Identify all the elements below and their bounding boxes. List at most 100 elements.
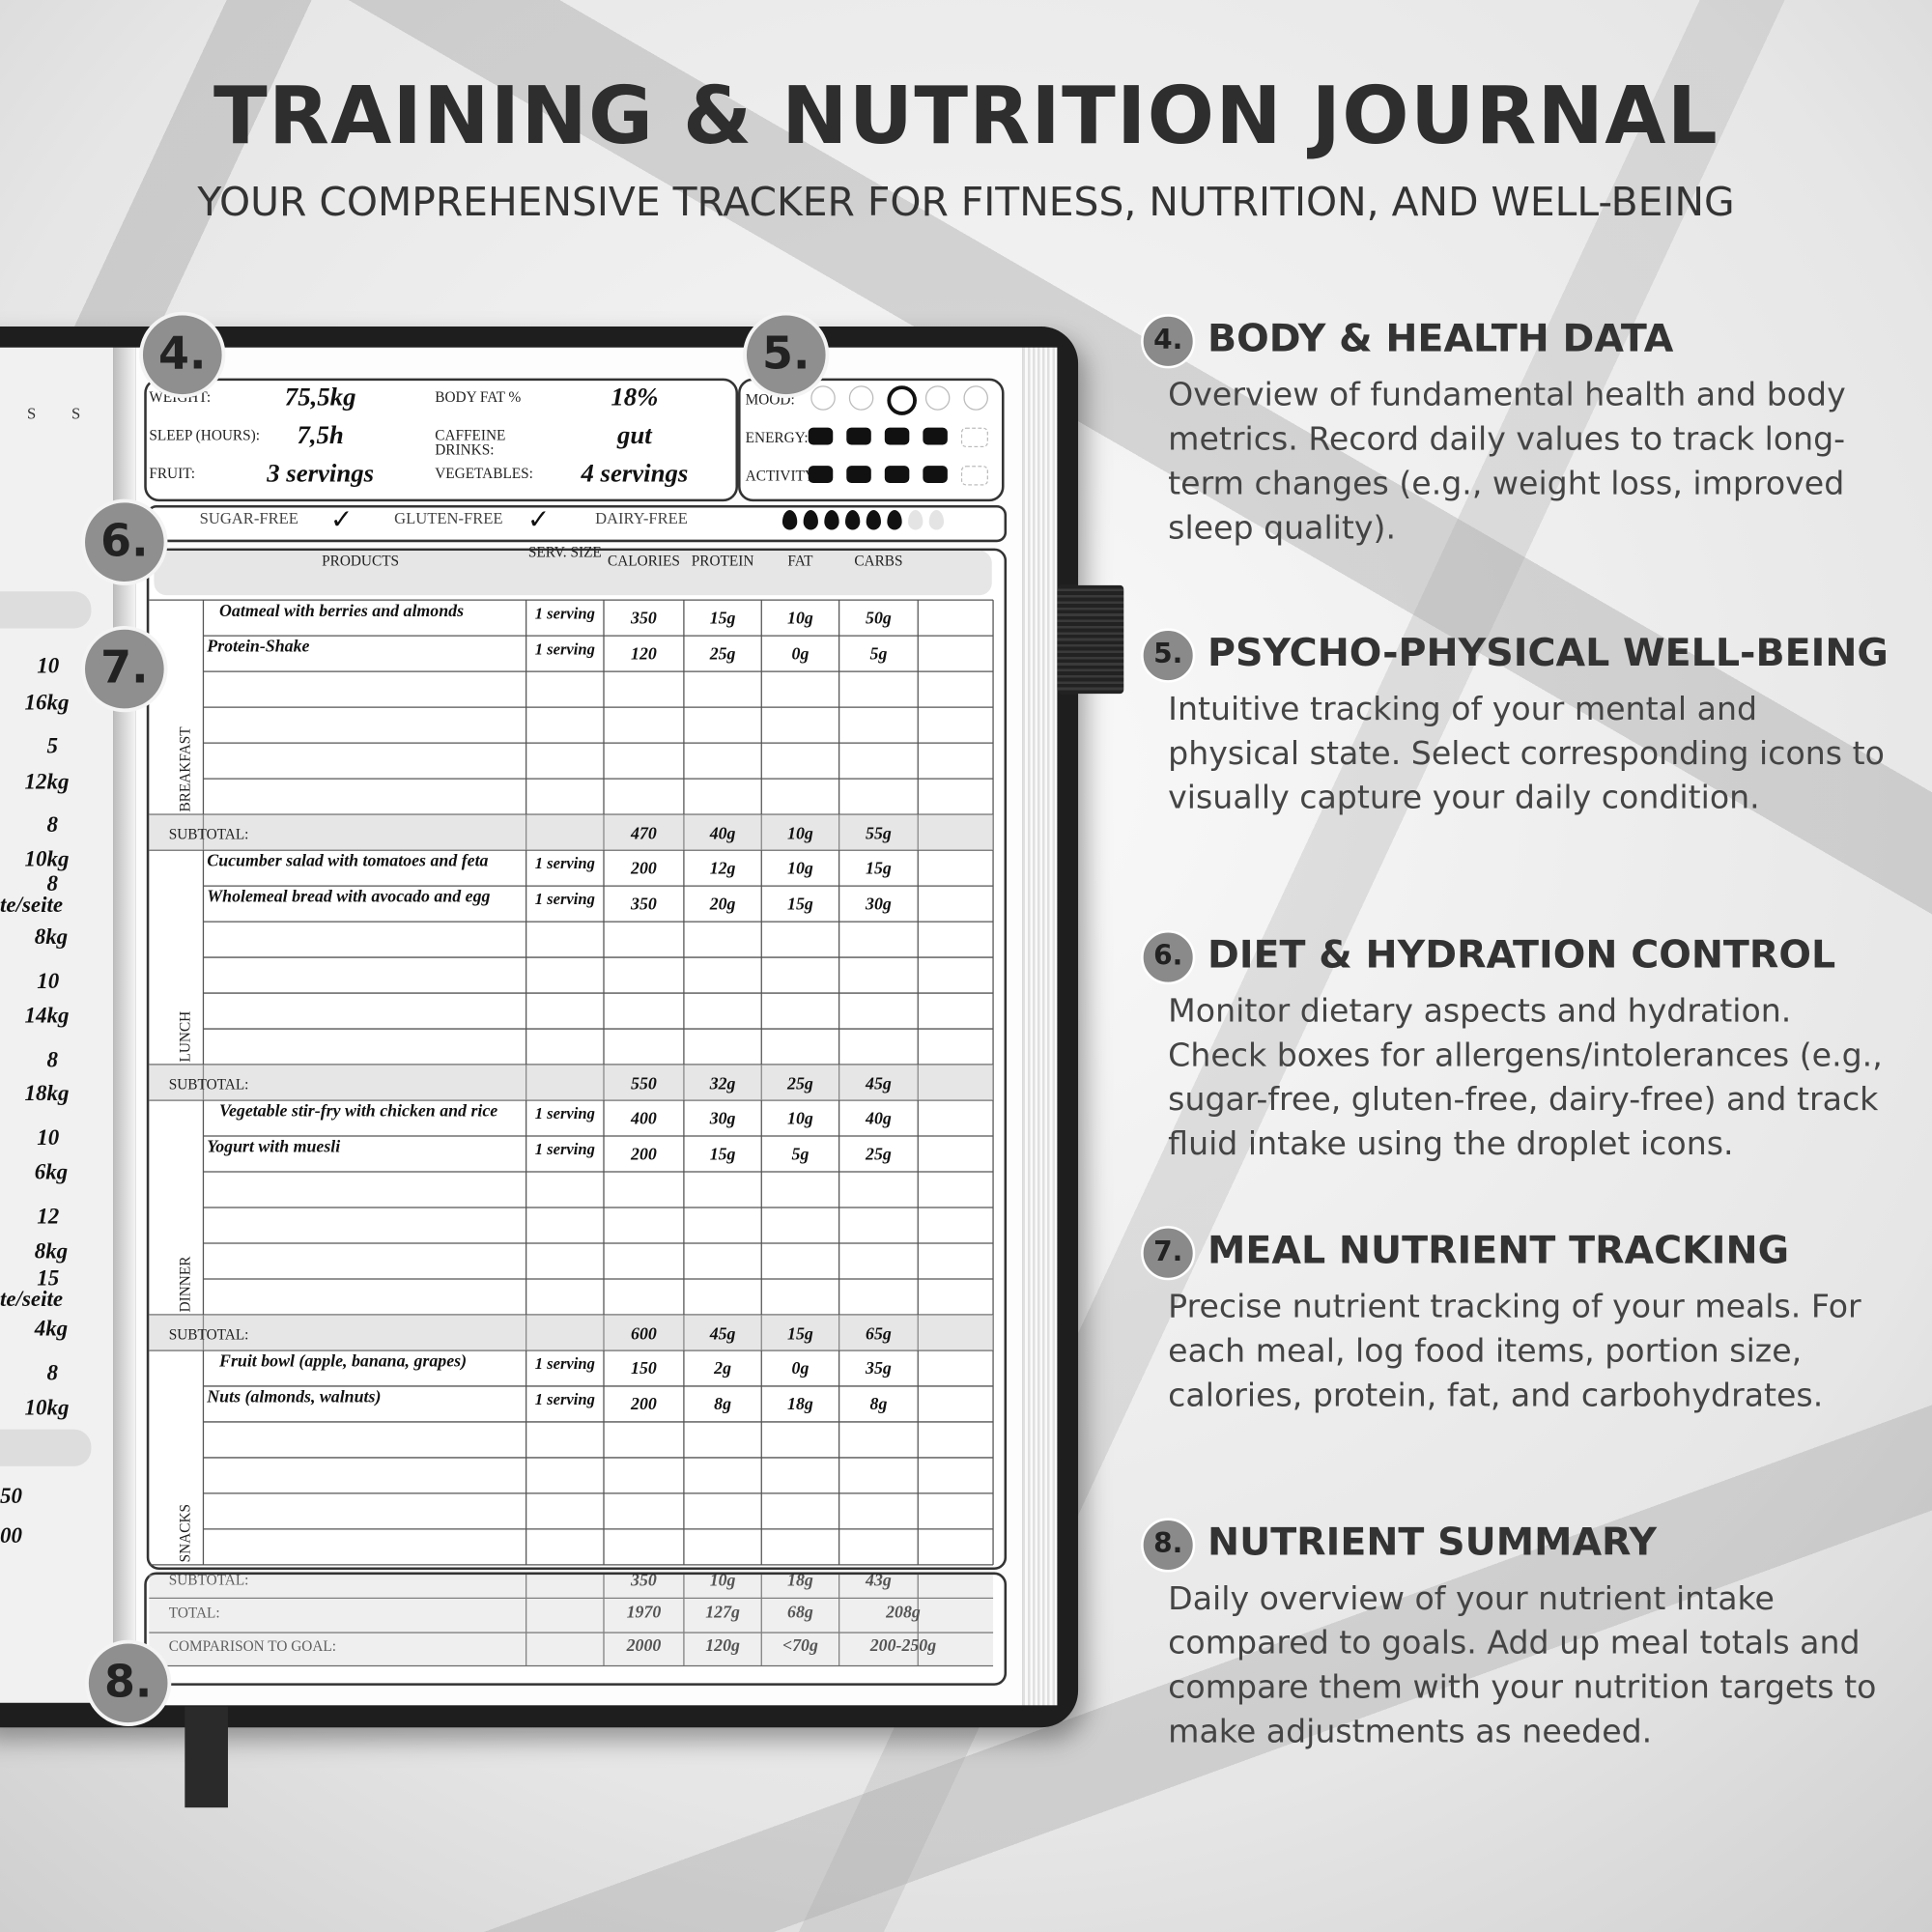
nutrient-value: 10g <box>787 1110 813 1129</box>
droplet <box>844 510 861 530</box>
subtotal-value: 550 <box>631 1075 657 1094</box>
left-fragment: 15 <box>37 1264 60 1291</box>
product: Wholemeal bread with avocado and egg <box>207 888 491 907</box>
subtotal-value: 45g <box>709 1325 736 1345</box>
subtotal-value: 40g <box>709 825 736 844</box>
subtotal-value: 600 <box>631 1325 657 1345</box>
left-fragment: 10 <box>37 653 60 678</box>
subtotal-value: 65g <box>866 1325 892 1345</box>
left-fragment: 10kg <box>24 846 70 871</box>
nutrient-value: 10g <box>787 610 813 629</box>
body-value: 3 servings <box>267 458 375 489</box>
left-fragment: 8kg <box>34 1237 69 1264</box>
nutrient-value: 10g <box>787 860 813 879</box>
subtotal-value: 350 <box>631 1572 657 1591</box>
left-fragment: 8 <box>46 811 58 838</box>
ribbon <box>185 1706 228 1808</box>
product: Yogurt with muesli <box>207 1138 341 1157</box>
level-icon <box>960 466 988 486</box>
page-edges <box>1022 347 1058 1706</box>
total-value: 200-250g <box>869 1637 937 1657</box>
left-fragment: 50 <box>0 1483 22 1509</box>
level-icon <box>808 427 834 445</box>
diet-label: GLUTEN-FREE <box>394 508 503 527</box>
product: Nuts (almonds, walnuts) <box>207 1388 382 1407</box>
nutrient-value: 200 <box>631 1146 657 1165</box>
subtotal-band <box>149 1314 994 1350</box>
body-value: 75,5kg <box>284 382 356 412</box>
total-value: 127g <box>705 1604 740 1623</box>
left-fragment: 8 <box>46 870 58 896</box>
feature-title: PSYCHO-PHYSICAL WELL-BEING <box>1207 631 1889 675</box>
left-fragment: 8 <box>46 1047 58 1072</box>
summary-shade <box>149 1575 994 1666</box>
feature-text: Intuitive tracking of your mental and ph… <box>1168 691 1885 817</box>
wellbeing-label: ACTIVITY: <box>745 467 818 485</box>
title: TRAINING & NUTRITION JOURNAL <box>213 71 1719 163</box>
feature-text: Daily overview of your nutrient intake c… <box>1168 1580 1877 1751</box>
feature-number: 7. <box>1141 1226 1196 1281</box>
feature-title: DIET & HYDRATION CONTROL <box>1207 932 1836 978</box>
nutrient-value: 35g <box>866 1360 892 1379</box>
product: Cucumber salad with tomatoes and feta <box>207 852 489 871</box>
left-fragment: 10 <box>37 1124 60 1151</box>
left-fragment: 00 <box>0 1522 22 1548</box>
diet-label: SUGAR-FREE <box>199 508 298 527</box>
serving: 1 serving <box>534 853 595 873</box>
subtotal-value: 45g <box>866 1075 892 1094</box>
subtotal-value: 15g <box>787 1325 813 1345</box>
droplet <box>908 510 923 530</box>
left-fragment: S <box>71 404 81 423</box>
left-fragment: 5 <box>46 732 58 758</box>
mood-icon <box>924 385 951 411</box>
feature-title: BODY & HEALTH DATA <box>1207 316 1674 361</box>
left-fragment: 16kg <box>24 690 70 715</box>
left-fragment: te/seite <box>0 1286 64 1312</box>
nutrient-value: 50g <box>866 610 892 629</box>
nutrient-value: 15g <box>866 860 892 879</box>
nutrient-value: 40g <box>866 1110 892 1129</box>
left-fragment: 18kg <box>24 1080 70 1106</box>
nutrient-value: 400 <box>631 1110 657 1129</box>
level-icon <box>808 466 834 483</box>
subtotal-value: 32g <box>709 1075 736 1094</box>
feature-number: 4. <box>1141 314 1196 369</box>
total-value: 2000 <box>626 1637 662 1657</box>
nutrient-value: 150 <box>631 1360 657 1379</box>
droplet <box>781 510 798 530</box>
subtotal-value: 55g <box>866 825 892 844</box>
nutrient-value: 15g <box>709 610 736 629</box>
droplet <box>928 510 945 530</box>
total-value: <70g <box>781 1637 818 1657</box>
nutrient-value: 0g <box>791 645 810 665</box>
header-band <box>154 551 992 596</box>
subtotal-band <box>149 814 994 851</box>
left-fragment: 10 <box>37 968 60 994</box>
level-icon <box>960 427 988 448</box>
table-header: CARBS <box>854 552 903 570</box>
left-band <box>0 1429 92 1466</box>
droplet <box>887 510 902 530</box>
left-fragment: S <box>27 404 37 423</box>
serving: 1 serving <box>534 1139 595 1158</box>
subtotal-value: 470 <box>631 825 657 844</box>
product: Oatmeal with berries and almonds <box>219 602 465 621</box>
level-icon <box>846 466 871 483</box>
callout: 7. <box>81 625 168 713</box>
body-label: CAFFEINE DRINKS: <box>435 426 506 459</box>
body-value: gut <box>617 419 652 450</box>
body-label: BODY FAT % <box>435 387 522 406</box>
left-band <box>0 591 92 629</box>
feature-text: Monitor dietary aspects and hydration. C… <box>1168 993 1883 1164</box>
left-fragment: 8kg <box>34 923 69 950</box>
left-fragment: 4kg <box>34 1316 69 1341</box>
serving: 1 serving <box>534 1103 595 1122</box>
serving: 1 serving <box>534 889 595 909</box>
body-value: 7,5h <box>297 419 344 450</box>
serving: 1 serving <box>534 1353 595 1373</box>
diet-label: DAIRY-FREE <box>595 508 688 527</box>
body-label: SLEEP (HOURS): <box>149 426 261 444</box>
nutrient-value: 350 <box>631 895 657 915</box>
nutrient-value: 0g <box>791 1360 810 1379</box>
elastic-band <box>1057 584 1124 695</box>
